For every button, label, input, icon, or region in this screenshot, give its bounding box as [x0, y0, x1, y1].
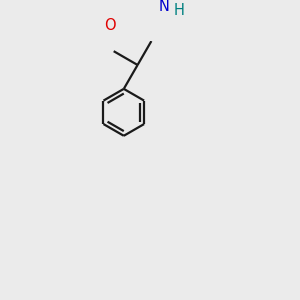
Text: H: H	[173, 3, 184, 18]
Text: O: O	[104, 18, 116, 33]
Text: N: N	[159, 0, 170, 14]
